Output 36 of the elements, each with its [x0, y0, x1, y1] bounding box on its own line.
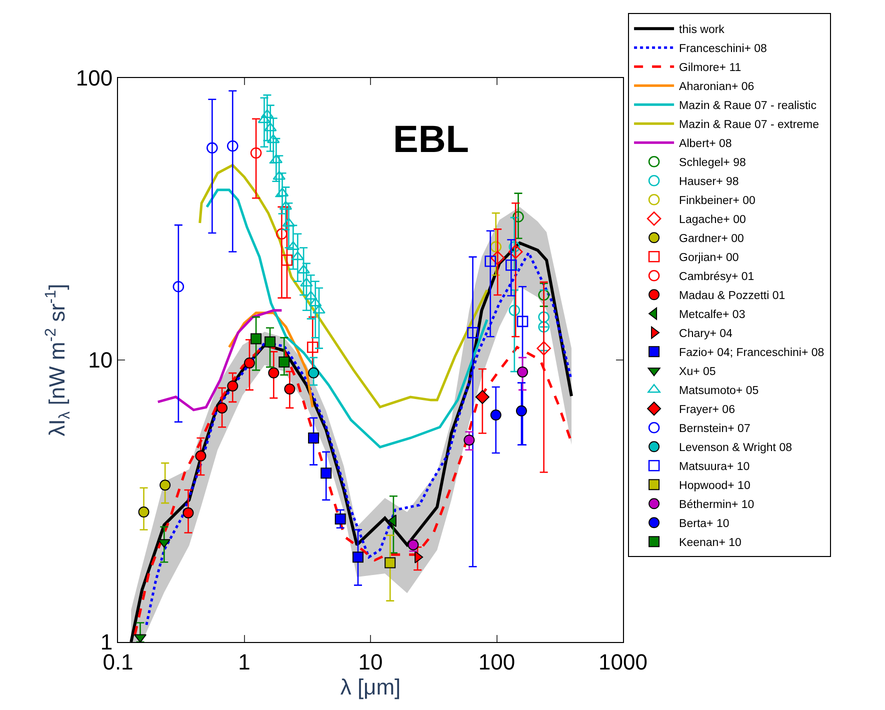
legend-label: Finkbeiner+ 00: [679, 195, 756, 208]
legend-label: Albert+ 08: [679, 138, 732, 150]
x-tick-label: 10: [358, 649, 383, 674]
legend-label: Aharonian+ 06: [679, 81, 754, 94]
x-tick-label: 1000: [598, 649, 648, 674]
legend-label: Metcalfe+ 03: [679, 309, 746, 322]
legend-label: Béthermin+ 10: [679, 499, 754, 512]
legend-label: Mazin & Raue 07 - realistic: [679, 100, 817, 112]
legend-label: Cambrésy+ 01: [679, 271, 754, 284]
legend-label: Gardner+ 00: [679, 233, 744, 246]
legend-label: this work: [679, 24, 725, 36]
legend-label: Matsuura+ 10: [679, 461, 750, 474]
legend-label: Gorjian+ 00: [679, 252, 739, 264]
y-tick-label: 10: [88, 348, 113, 373]
legend-label: Keenan+ 10: [679, 537, 742, 550]
legend-label: Madau & Pozzetti 01: [679, 290, 786, 302]
legend-label: Gilmore+ 11: [679, 62, 742, 74]
legend-label: Schlegel+ 98: [679, 157, 746, 170]
legend-label: Xu+ 05: [679, 366, 716, 378]
legend-label: Lagache+ 00: [679, 214, 746, 226]
y-tick-label: 100: [76, 66, 113, 91]
legend-label: Hopwood+ 10: [679, 480, 750, 492]
legend-label: Hauser+ 98: [679, 176, 739, 188]
x-tick-label: 1: [238, 649, 250, 674]
x-axis-title: λ [μm]: [340, 674, 401, 700]
legend-label: Franceschini+ 08: [679, 43, 767, 56]
x-tick-label: 100: [478, 649, 516, 674]
legend-label: Bernstein+ 07: [679, 423, 750, 436]
legend-label: Frayer+ 06: [679, 404, 735, 416]
legend-label: Chary+ 04: [679, 328, 734, 340]
text: EBL: [393, 119, 469, 161]
legend-label: Mazin & Raue 07 - extreme: [679, 119, 820, 132]
legend-label: Matsumoto+ 05: [679, 385, 759, 398]
legend-label: Fazio+ 04; Franceschini+ 08: [679, 347, 824, 360]
legend-label: Berta+ 10: [679, 518, 730, 530]
legend-label: Levenson & Wright 08: [679, 442, 792, 454]
